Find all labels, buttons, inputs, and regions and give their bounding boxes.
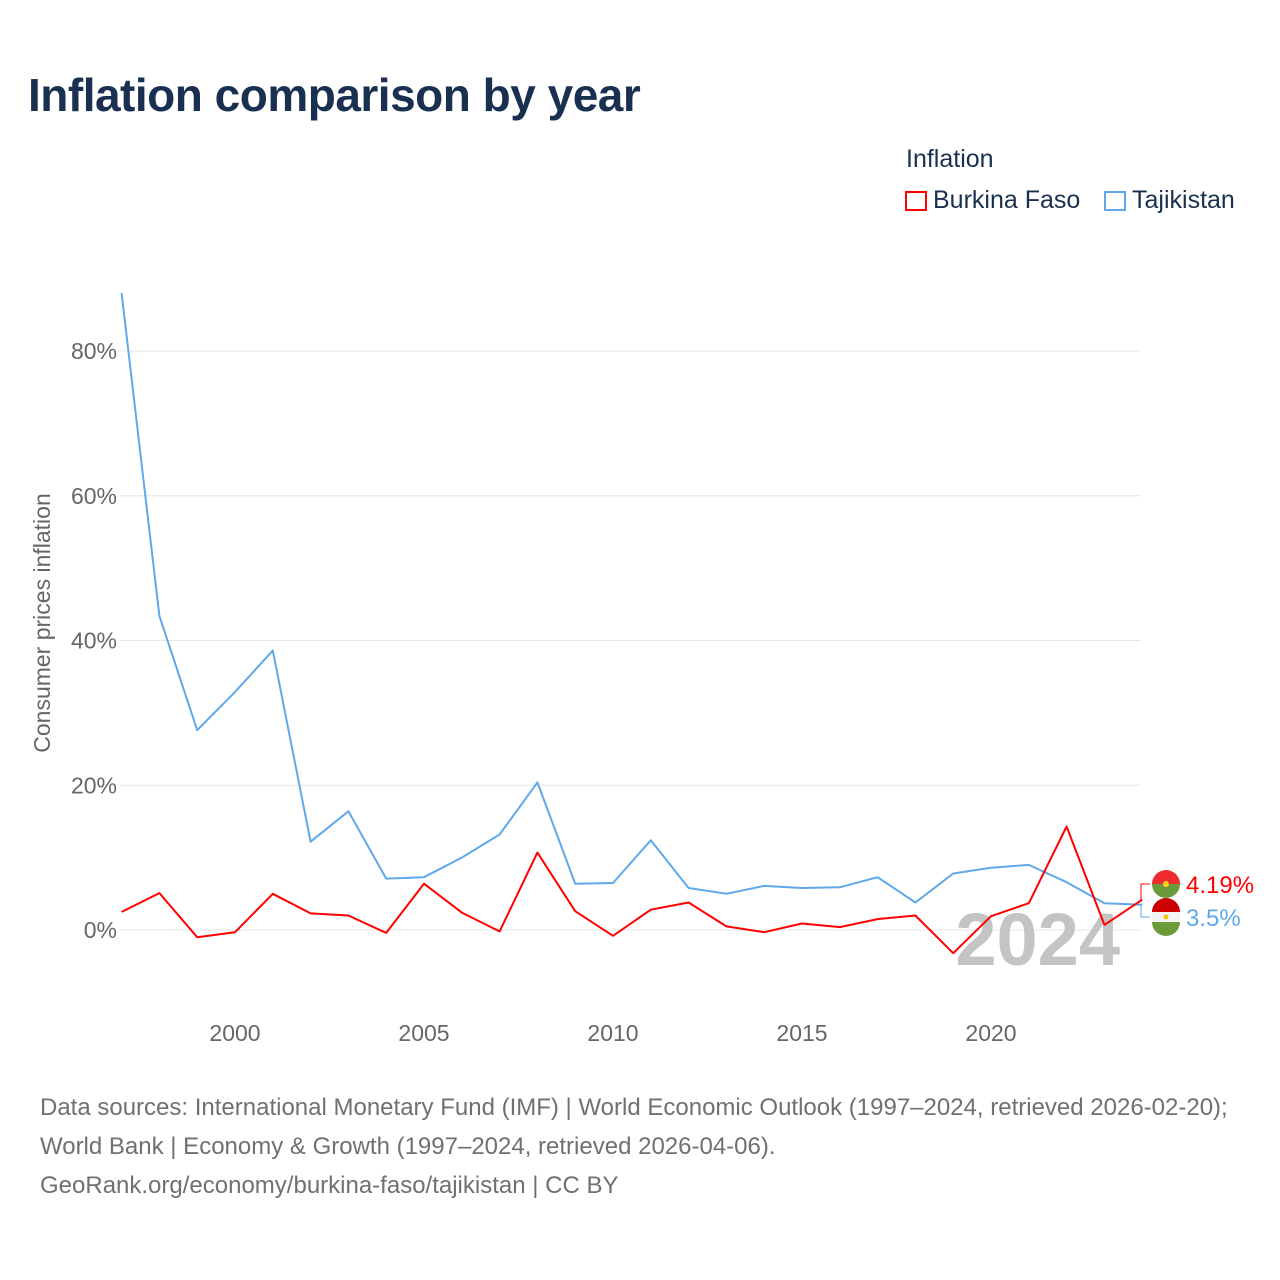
label-connector xyxy=(1140,883,1150,901)
x-tick-label: 2010 xyxy=(587,1020,638,1046)
year-annotation: 2024 xyxy=(955,898,1120,981)
flag-burkina-faso-icon xyxy=(1152,870,1180,884)
legend-swatch xyxy=(1104,190,1126,211)
x-tick-label: 2015 xyxy=(776,1020,827,1046)
flag-tajikistan-icon xyxy=(1152,922,1180,936)
y-tick-label: 80% xyxy=(71,338,117,364)
y-tick-label: 40% xyxy=(71,628,117,654)
y-axis-label: Consumer prices inflation xyxy=(29,493,55,753)
flag-tajikistan-icon xyxy=(1152,898,1180,912)
legend-label: Tajikistan xyxy=(1132,186,1235,214)
y-tick-label: 20% xyxy=(71,772,117,798)
footer: Data sources: International Monetary Fun… xyxy=(40,1088,1250,1205)
legend-title: Inflation xyxy=(906,145,994,173)
series-line-tajikistan xyxy=(120,292,1143,906)
x-tick-label: 2020 xyxy=(965,1020,1016,1046)
y-tick-label: 60% xyxy=(71,483,117,509)
flag-crown-icon xyxy=(1163,914,1169,920)
legend-item-tajikistan[interactable]: Tajikistan xyxy=(1104,186,1235,215)
end-value-label: 4.19% xyxy=(1186,872,1254,899)
x-tick-label: 2000 xyxy=(209,1020,260,1046)
y-tick-label: 0% xyxy=(84,917,117,943)
legend-item-burkina-faso[interactable]: Burkina Faso xyxy=(905,186,1080,215)
flag-star-icon xyxy=(1163,881,1169,887)
chart-title: Inflation comparison by year xyxy=(28,69,641,121)
x-tick-label: 2005 xyxy=(398,1020,449,1046)
legend-label: Burkina Faso xyxy=(933,186,1081,214)
data-sources: Data sources: International Monetary Fun… xyxy=(40,1094,1228,1160)
legend-swatch xyxy=(905,190,927,211)
label-connector xyxy=(1140,904,1150,918)
flag-burkina-faso-icon xyxy=(1152,884,1180,898)
series-line-burkina-faso xyxy=(121,825,1143,955)
end-value-label: 3.5% xyxy=(1186,905,1241,932)
source-link[interactable]: GeoRank.org/economy/burkina-faso/tajikis… xyxy=(40,1172,619,1199)
